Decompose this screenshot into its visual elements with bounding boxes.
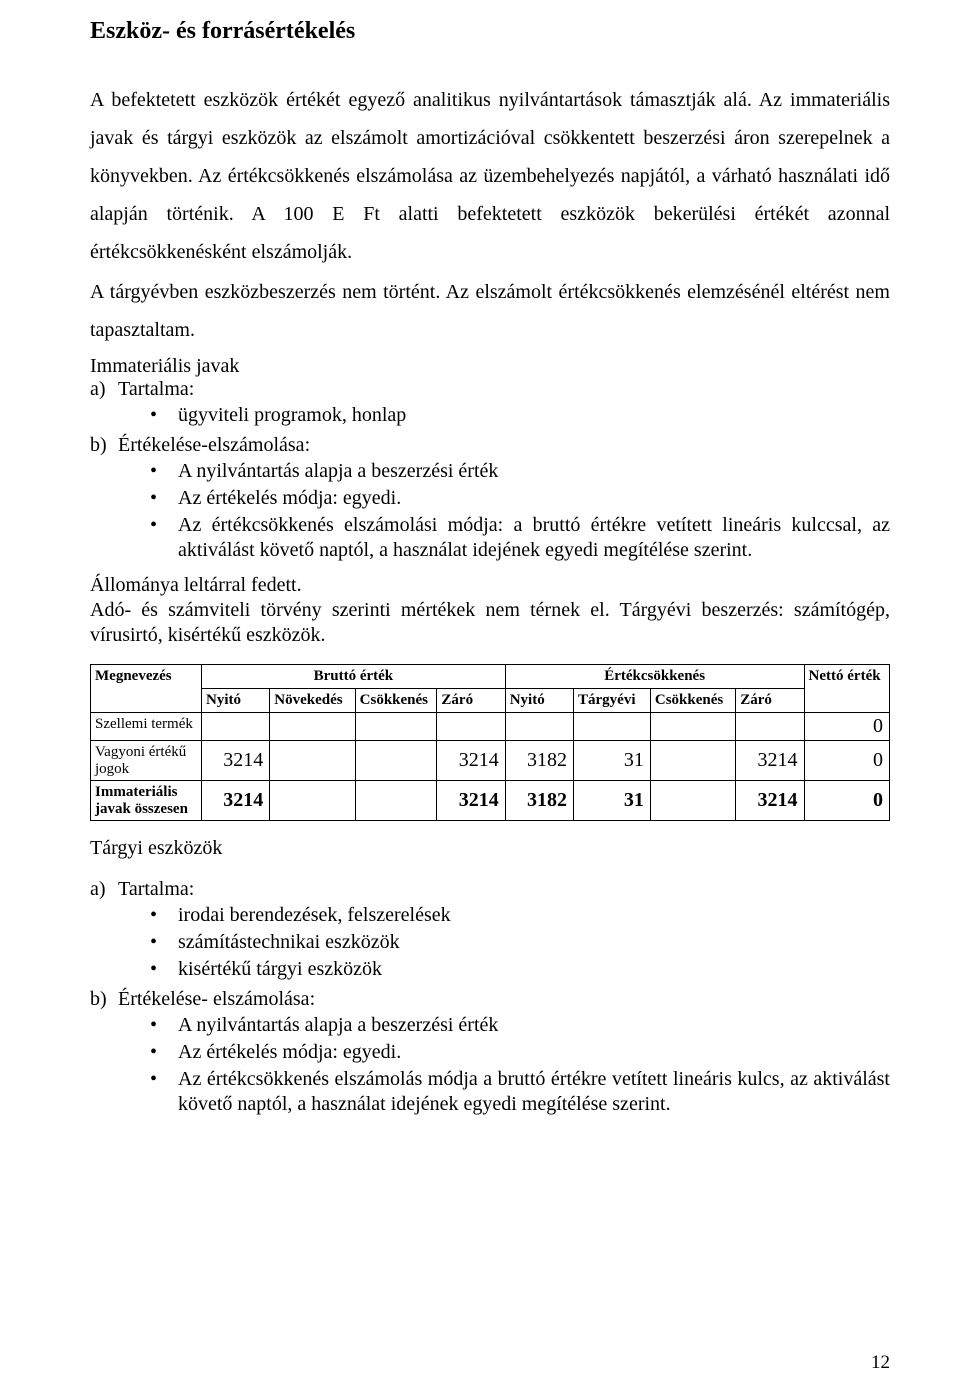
table-cell: 3214 xyxy=(437,741,505,781)
th-nyito2: Nyitó xyxy=(505,689,573,713)
section2-item-a: a)Tartalma: irodai berendezések, felszer… xyxy=(90,878,890,982)
section2-item-b: b)Értékelése- elszámolása: A nyilvántart… xyxy=(90,988,890,1117)
th-brutto: Bruttó érték xyxy=(202,665,506,689)
section2-heading: Tárgyi eszközök xyxy=(90,837,890,860)
section2-a-bullets: irodai berendezések, felszerelések számí… xyxy=(90,903,890,982)
list-marker-b: b) xyxy=(90,434,118,457)
table-cell xyxy=(650,741,735,781)
table-cell: 3214 xyxy=(736,781,804,821)
table-row: Immateriális javak összesen3214321431823… xyxy=(91,781,890,821)
page-number: 12 xyxy=(871,1352,890,1374)
th-ertekcs: Értékcsökkenés xyxy=(505,665,804,689)
bullet-item: Az értékelés módja: egyedi. xyxy=(150,1040,890,1065)
table-cell xyxy=(574,713,651,741)
table-cell: 3214 xyxy=(202,781,270,821)
table-cell: 3214 xyxy=(736,741,804,781)
bullet-item: Az értékelés módja: egyedi. xyxy=(150,486,890,511)
bullet-item: irodai berendezések, felszerelések xyxy=(150,903,890,928)
table-cell: 31 xyxy=(574,781,651,821)
th-nyito: Nyitó xyxy=(202,689,270,713)
table-cell: 3182 xyxy=(505,781,573,821)
th-novekedes: Növekedés xyxy=(270,689,355,713)
th-csokkenes2: Csökkenés xyxy=(650,689,735,713)
section1-list-a: a)Tartalma: ügyviteli programok, honlap … xyxy=(90,378,890,563)
section1-b-bullets: A nyilvántartás alapja a beszerzési érté… xyxy=(90,459,890,563)
table-cell xyxy=(437,713,505,741)
table-cell: 0 xyxy=(804,781,889,821)
table-row: Szellemi termék 0 xyxy=(91,713,890,741)
bullet-item: A nyilvántartás alapja a beszerzési érté… xyxy=(150,1013,890,1038)
list-marker-a2: a) xyxy=(90,878,118,901)
bullet-item: Az értékcsökkenés elszámolás módja a bru… xyxy=(150,1067,890,1117)
table-cell: Immateriális javak összesen xyxy=(91,781,202,821)
th-zaro: Záró xyxy=(437,689,505,713)
asset-table: Megnevezés Bruttó érték Értékcsökkenés N… xyxy=(90,664,890,821)
list-text-a: Tartalma: xyxy=(118,378,194,400)
table-body: Szellemi termék0Vagyoni értékű jogok3214… xyxy=(91,713,890,821)
intro-paragraph-2: A tárgyévben eszközbeszerzés nem történt… xyxy=(90,273,890,349)
section1-heading: Immateriális javak xyxy=(90,355,890,378)
table-cell xyxy=(270,781,355,821)
table-cell: 3182 xyxy=(505,741,573,781)
table-cell xyxy=(355,781,437,821)
intro-paragraph-1: A befektetett eszközök értékét egyező an… xyxy=(90,81,890,271)
section1-after-paragraph: Állománya leltárral fedett.Adó- és számv… xyxy=(90,573,890,648)
table-cell xyxy=(650,781,735,821)
table-cell xyxy=(650,713,735,741)
table-row: Vagyoni értékű jogok3214321431823132140 xyxy=(91,741,890,781)
th-megnevezes: Megnevezés xyxy=(91,665,202,713)
th-zaro2: Záró xyxy=(736,689,804,713)
list-text-a2: Tartalma: xyxy=(118,878,194,900)
table-cell xyxy=(736,713,804,741)
list-text-b: Értékelése-elszámolása: xyxy=(118,434,310,456)
table-cell xyxy=(202,713,270,741)
list-marker-a: a) xyxy=(90,378,118,401)
table-cell: 3214 xyxy=(202,741,270,781)
document-page: Eszköz- és forrásértékelés A befektetett… xyxy=(0,0,960,1390)
table-cell: Vagyoni értékű jogok xyxy=(91,741,202,781)
section2-b-bullets: A nyilvántartás alapja a beszerzési érté… xyxy=(90,1013,890,1117)
table-cell: 0 xyxy=(804,741,889,781)
section1-item-a: a)Tartalma: ügyviteli programok, honlap xyxy=(90,378,890,428)
table-cell xyxy=(270,713,355,741)
bullet-item: kisértékű tárgyi eszközök xyxy=(150,957,890,982)
th-csokkenes: Csökkenés xyxy=(355,689,437,713)
bullet-item: A nyilvántartás alapja a beszerzési érté… xyxy=(150,459,890,484)
section1-item-b: b)Értékelése-elszámolása: A nyilvántartá… xyxy=(90,434,890,563)
table-head: Megnevezés Bruttó érték Értékcsökkenés N… xyxy=(91,665,890,713)
table-header-row-2: Nyitó Növekedés Csökkenés Záró Nyitó Tár… xyxy=(91,689,890,713)
table-cell xyxy=(270,741,355,781)
table-cell: 31 xyxy=(574,741,651,781)
section1-a-bullets: ügyviteli programok, honlap xyxy=(90,403,890,428)
th-netto: Nettó érték xyxy=(804,665,889,713)
table-header-row-1: Megnevezés Bruttó érték Értékcsökkenés N… xyxy=(91,665,890,689)
table-cell xyxy=(505,713,573,741)
list-text-b2: Értékelése- elszámolása: xyxy=(118,988,315,1010)
bullet-item: Az értékcsökkenés elszámolási módja: a b… xyxy=(150,513,890,563)
bullet-item: számítástechnikai eszközök xyxy=(150,930,890,955)
bullet-item: ügyviteli programok, honlap xyxy=(150,403,890,428)
table-cell: Szellemi termék xyxy=(91,713,202,741)
table-cell: 0 xyxy=(804,713,889,741)
table-cell xyxy=(355,741,437,781)
table-cell: 3214 xyxy=(437,781,505,821)
table-cell xyxy=(355,713,437,741)
th-targyevi: Tárgyévi xyxy=(574,689,651,713)
page-title: Eszköz- és forrásértékelés xyxy=(90,18,890,45)
list-marker-b2: b) xyxy=(90,988,118,1011)
section2-list: a)Tartalma: irodai berendezések, felszer… xyxy=(90,878,890,1117)
